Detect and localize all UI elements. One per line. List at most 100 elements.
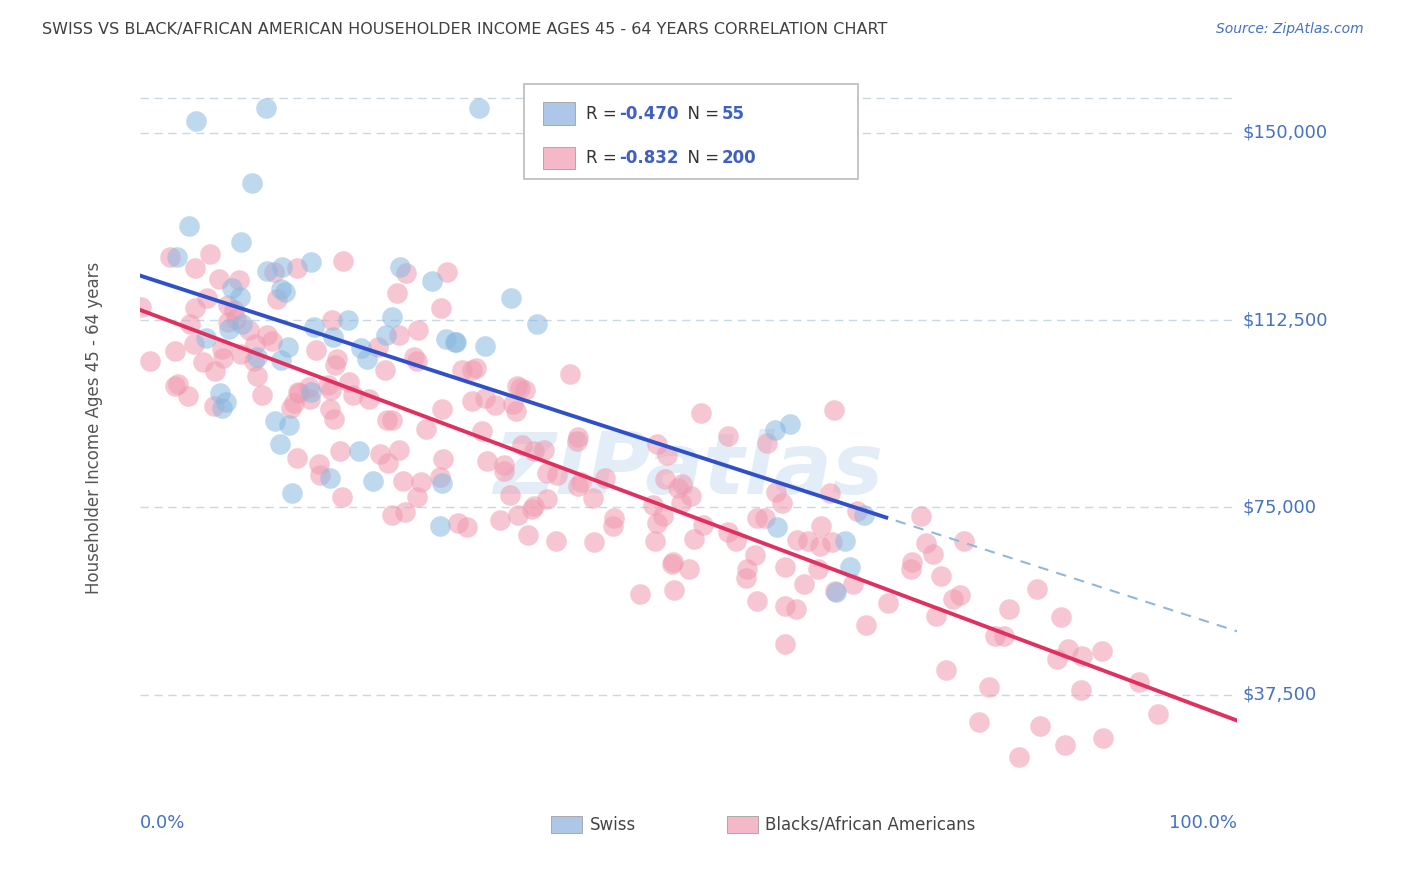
Point	[533, 443, 555, 458]
Point	[536, 491, 558, 506]
Point	[582, 491, 605, 506]
Point	[821, 535, 844, 549]
Point	[283, 396, 305, 410]
Point	[1054, 738, 1077, 752]
Point	[432, 475, 454, 490]
Point	[745, 594, 768, 608]
Point	[671, 477, 693, 491]
Point	[681, 489, 703, 503]
Point	[256, 327, 278, 342]
Point	[391, 474, 413, 488]
Point	[167, 376, 190, 391]
Point	[301, 255, 323, 269]
Point	[737, 562, 759, 576]
Point	[368, 447, 391, 461]
Point	[922, 547, 945, 561]
Point	[853, 508, 876, 523]
Point	[683, 533, 706, 547]
Point	[993, 629, 1015, 643]
Text: $75,000: $75,000	[1243, 499, 1316, 516]
Point	[747, 510, 769, 524]
Point	[430, 301, 453, 315]
Point	[217, 298, 239, 312]
Point	[910, 508, 932, 523]
Point	[717, 429, 740, 443]
Point	[329, 443, 352, 458]
Point	[131, 300, 153, 314]
Point	[465, 361, 488, 376]
Point	[593, 471, 616, 485]
Point	[387, 285, 409, 300]
Point	[1049, 610, 1071, 624]
Point	[823, 403, 845, 417]
Point	[395, 266, 418, 280]
Point	[666, 481, 689, 495]
Point	[404, 350, 426, 364]
Point	[522, 501, 544, 516]
Point	[269, 437, 291, 451]
Point	[1007, 750, 1029, 764]
Point	[309, 468, 332, 483]
Point	[689, 406, 711, 420]
Point	[238, 324, 260, 338]
Point	[218, 322, 240, 336]
Point	[1147, 706, 1170, 721]
Point	[523, 443, 546, 458]
Point	[662, 582, 685, 597]
Point	[375, 412, 398, 426]
Point	[229, 235, 252, 250]
Point	[274, 285, 297, 299]
Point	[834, 534, 856, 549]
Point	[208, 386, 231, 401]
Point	[983, 629, 1005, 643]
Point	[325, 351, 347, 366]
Point	[513, 384, 536, 398]
Point	[523, 499, 546, 513]
Point	[1026, 582, 1049, 597]
Point	[260, 334, 283, 348]
Point	[773, 599, 796, 614]
Text: SWISS VS BLACK/AFRICAN AMERICAN HOUSEHOLDER INCOME AGES 45 - 64 YEARS CORRELATIO: SWISS VS BLACK/AFRICAN AMERICAN HOUSEHOL…	[42, 22, 887, 37]
FancyBboxPatch shape	[543, 147, 575, 169]
Point	[322, 330, 344, 344]
Point	[336, 313, 359, 327]
Point	[468, 101, 491, 115]
Point	[420, 274, 443, 288]
Point	[432, 452, 454, 467]
Point	[240, 176, 263, 190]
Point	[374, 362, 396, 376]
Point	[357, 392, 380, 406]
Point	[231, 317, 253, 331]
Point	[264, 414, 287, 428]
Point	[655, 448, 678, 462]
Point	[177, 389, 200, 403]
Point	[337, 376, 360, 390]
Point	[184, 301, 207, 316]
Point	[250, 387, 273, 401]
Point	[361, 474, 384, 488]
Point	[744, 548, 766, 562]
Point	[229, 346, 252, 360]
Text: Householder Income Ages 45 - 64 years: Householder Income Ages 45 - 64 years	[84, 261, 103, 594]
Point	[755, 436, 778, 450]
Text: -0.470: -0.470	[619, 104, 679, 123]
Point	[914, 536, 936, 550]
Point	[285, 450, 308, 465]
Point	[270, 283, 292, 297]
Point	[381, 310, 404, 325]
Point	[796, 534, 818, 549]
Point	[443, 334, 465, 349]
Point	[567, 479, 589, 493]
Text: Source: ZipAtlas.com: Source: ZipAtlas.com	[1216, 22, 1364, 37]
Point	[977, 680, 1000, 694]
Text: Swiss: Swiss	[589, 816, 636, 834]
Point	[793, 576, 815, 591]
Point	[406, 490, 429, 504]
Point	[381, 508, 404, 522]
Point	[471, 424, 494, 438]
Point	[842, 577, 865, 591]
Point	[565, 434, 588, 448]
Point	[415, 422, 437, 436]
Point	[925, 609, 948, 624]
Point	[786, 533, 808, 547]
